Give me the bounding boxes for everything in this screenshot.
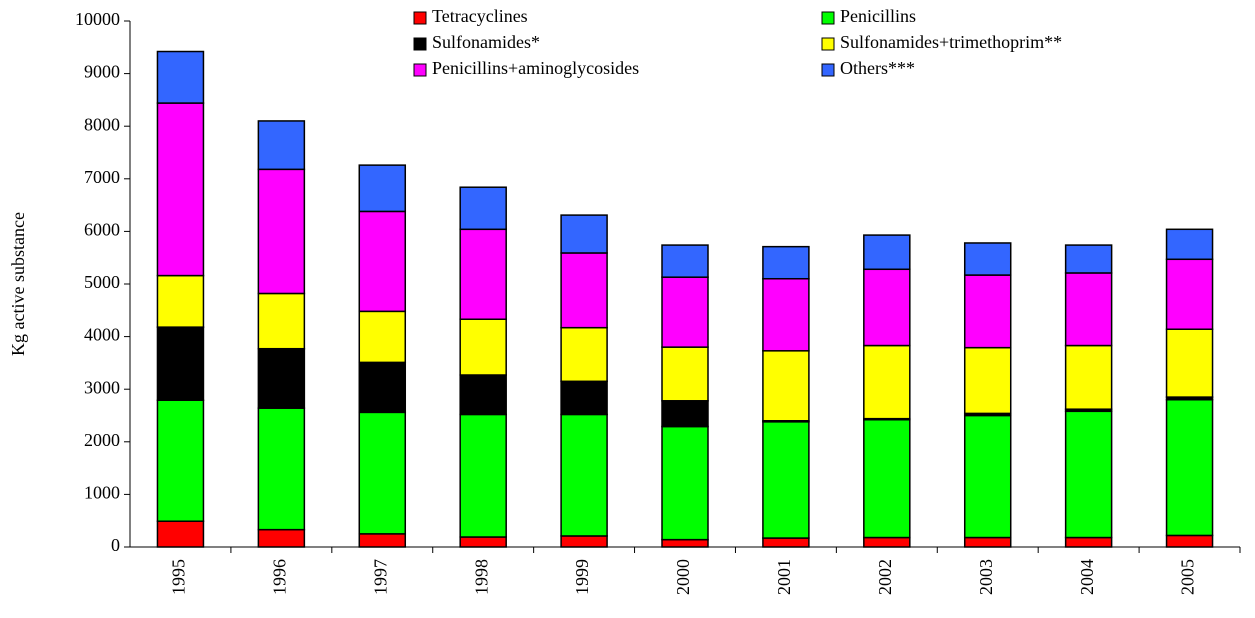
bar-segment bbox=[156, 102, 205, 277]
bar-segment bbox=[358, 310, 407, 364]
bar-segment bbox=[257, 292, 306, 350]
bar-segment bbox=[358, 210, 407, 313]
y-tick-label: 4000 bbox=[84, 325, 120, 345]
y-tick-label: 2000 bbox=[84, 430, 120, 450]
x-tick-label: 1996 bbox=[269, 559, 289, 595]
bar-segment bbox=[1064, 410, 1113, 539]
bar-segment bbox=[1064, 344, 1113, 410]
bar-segment bbox=[661, 244, 709, 278]
bar-segment bbox=[459, 374, 507, 416]
bar-segment bbox=[661, 425, 709, 541]
bar-segment bbox=[358, 164, 407, 213]
x-tick-label: 1998 bbox=[471, 559, 491, 595]
legend-swatch bbox=[413, 63, 427, 77]
legend-label: Penicillins bbox=[840, 6, 916, 26]
bar-segment bbox=[459, 413, 507, 538]
bar-segment bbox=[661, 276, 709, 348]
bar-segment bbox=[358, 533, 407, 548]
bar-segment bbox=[762, 277, 810, 352]
y-tick-label: 1000 bbox=[84, 483, 120, 503]
bar-segment bbox=[1165, 398, 1214, 537]
bar-segment bbox=[963, 274, 1012, 349]
bar-segment bbox=[762, 537, 810, 548]
legend-label: Sulfonamides+trimethoprim** bbox=[840, 32, 1062, 52]
x-tick-label: 1997 bbox=[370, 559, 390, 595]
legend-label: Penicillins+aminoglycosides bbox=[432, 58, 639, 78]
bar-segment bbox=[1165, 228, 1214, 261]
bar-segment bbox=[358, 411, 407, 535]
x-tick-label: 2004 bbox=[1077, 559, 1097, 595]
bar-segment bbox=[963, 414, 1012, 539]
bar-segment bbox=[560, 326, 608, 383]
bar-segment bbox=[560, 380, 608, 416]
legend-swatch bbox=[821, 11, 835, 25]
bar-segment bbox=[1165, 534, 1214, 548]
bar-segment bbox=[963, 346, 1012, 415]
x-tick-label: 1995 bbox=[169, 559, 189, 595]
bar-segment bbox=[661, 538, 709, 548]
legend-label: Sulfonamides* bbox=[432, 32, 540, 52]
y-tick-label: 8000 bbox=[84, 114, 120, 134]
x-tick-label: 2000 bbox=[673, 559, 693, 595]
bar-segment bbox=[661, 346, 709, 402]
bar-segment bbox=[560, 413, 608, 537]
bar-segment bbox=[1064, 536, 1113, 548]
bar-segment bbox=[459, 318, 507, 376]
bar-segment bbox=[963, 242, 1012, 276]
y-tick-label: 9000 bbox=[84, 62, 120, 82]
y-tick-label: 0 bbox=[111, 535, 120, 555]
bar-segment bbox=[560, 535, 608, 548]
bar-segment bbox=[257, 168, 306, 295]
bar-segment bbox=[257, 120, 306, 171]
bar-segment bbox=[863, 536, 911, 548]
bar-segment bbox=[257, 407, 306, 531]
x-tick-label: 2001 bbox=[774, 559, 794, 595]
y-tick-label: 3000 bbox=[84, 377, 120, 397]
bar-segment bbox=[661, 400, 709, 428]
bar-segment bbox=[863, 418, 911, 539]
bar-segment bbox=[257, 347, 306, 409]
bar-segment bbox=[1064, 272, 1113, 347]
x-tick-label: 2002 bbox=[875, 559, 895, 595]
bar-segment bbox=[156, 274, 205, 328]
bar-segment bbox=[156, 50, 205, 104]
bar-segment bbox=[459, 186, 507, 231]
bar-segment bbox=[459, 228, 507, 320]
bar-segment bbox=[358, 361, 407, 414]
y-tick-label: 6000 bbox=[84, 220, 120, 240]
legend-swatch bbox=[413, 37, 427, 51]
bar-segment bbox=[1165, 258, 1214, 330]
legend-label: Others*** bbox=[840, 58, 915, 78]
bar-segment bbox=[156, 399, 205, 522]
bar-segment bbox=[156, 326, 205, 401]
y-tick-label: 5000 bbox=[84, 272, 120, 292]
legend-swatch bbox=[821, 63, 835, 77]
x-tick-label: 2003 bbox=[976, 559, 996, 595]
y-axis-label: Kg active substance bbox=[8, 212, 28, 356]
legend-swatch bbox=[821, 37, 835, 51]
legend-label: Tetracyclines bbox=[432, 6, 528, 26]
bar-segment bbox=[762, 421, 810, 539]
bar-segment bbox=[1165, 328, 1214, 398]
bar-segment bbox=[560, 252, 608, 329]
bar-segment bbox=[963, 536, 1012, 548]
x-tick-label: 1999 bbox=[572, 559, 592, 595]
bar-segment bbox=[1064, 244, 1113, 274]
bar-segment bbox=[863, 344, 911, 420]
bar-segment bbox=[863, 234, 911, 271]
bar-segment bbox=[762, 245, 810, 280]
bar-segment bbox=[863, 268, 911, 347]
y-tick-label: 7000 bbox=[84, 167, 120, 187]
y-tick-label: 10000 bbox=[75, 9, 120, 29]
bar-segment bbox=[156, 520, 205, 548]
bar-segment bbox=[762, 350, 810, 422]
x-tick-label: 2005 bbox=[1178, 559, 1198, 595]
bar-segment bbox=[560, 214, 608, 254]
bar-segment bbox=[459, 536, 507, 548]
legend-swatch bbox=[413, 11, 427, 25]
bar-segment bbox=[257, 528, 306, 548]
